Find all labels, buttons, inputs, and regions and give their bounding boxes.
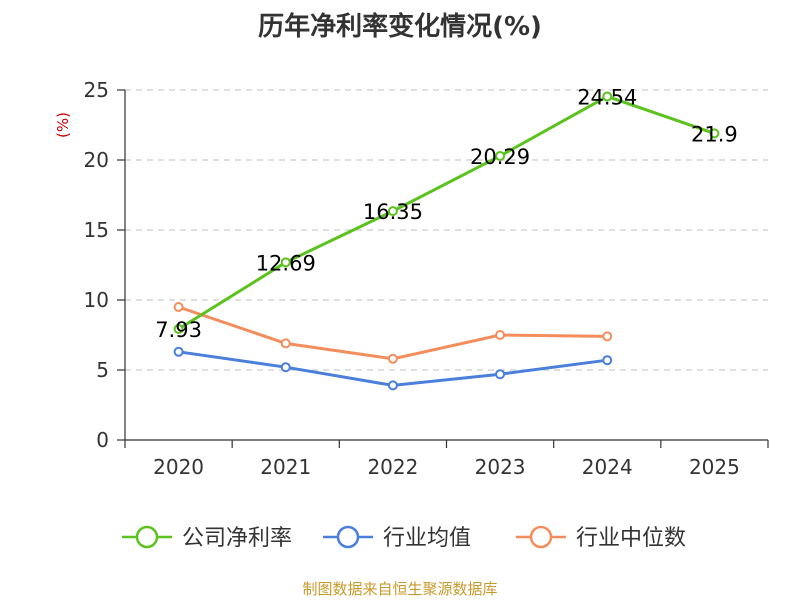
- data-label: 7.93: [155, 318, 202, 342]
- data-label: 12.69: [256, 251, 316, 275]
- y-tick-label: 10: [84, 288, 109, 312]
- data-point: [173, 302, 184, 312]
- y-tick-label: 0: [96, 428, 109, 452]
- x-tick-label: 2025: [689, 455, 740, 479]
- series-line: [177, 94, 715, 331]
- data-point: [173, 323, 184, 334]
- data-point: [602, 331, 613, 342]
- data-point: [387, 380, 398, 391]
- data-label: 24.54: [577, 85, 637, 109]
- data-label: 21.9: [691, 122, 738, 146]
- x-tick-label: 2022: [367, 455, 418, 479]
- series-line: [178, 305, 608, 361]
- y-axis-label: (%): [54, 112, 72, 138]
- x-tick-label: 2021: [260, 455, 311, 479]
- x-tick-label: 2024: [582, 455, 633, 479]
- legend-label: 行业均值: [383, 526, 471, 551]
- legend-label: 公司净利率: [182, 526, 292, 551]
- chart-title: 历年净利率变化情况(%): [258, 12, 542, 42]
- x-tick-label: 2023: [475, 455, 526, 479]
- data-point: [387, 206, 398, 217]
- y-tick-label: 5: [96, 358, 109, 382]
- data-point: [387, 353, 398, 364]
- data-point: [173, 346, 184, 357]
- data-point: [602, 91, 613, 102]
- legend-marker: [336, 525, 360, 549]
- y-tick-label: 15: [84, 218, 109, 242]
- data-point: [280, 338, 291, 349]
- legend-label: 行业中位数: [576, 526, 686, 551]
- source-note: 制图数据来自恒生聚源数据库: [302, 580, 498, 598]
- data-label: 16.35: [363, 200, 423, 224]
- data-point: [602, 355, 613, 366]
- data-point: [495, 150, 506, 161]
- data-point: [495, 369, 506, 380]
- y-tick-label: 25: [84, 78, 109, 102]
- legend-marker: [135, 525, 159, 549]
- x-tick-label: 2020: [153, 455, 204, 479]
- data-point: [709, 128, 720, 139]
- legend-marker: [529, 525, 553, 549]
- y-tick-label: 20: [84, 148, 109, 172]
- data-label: 20.29: [470, 145, 530, 169]
- data-point: [280, 362, 291, 373]
- data-point: [280, 257, 291, 268]
- data-point: [495, 330, 506, 340]
